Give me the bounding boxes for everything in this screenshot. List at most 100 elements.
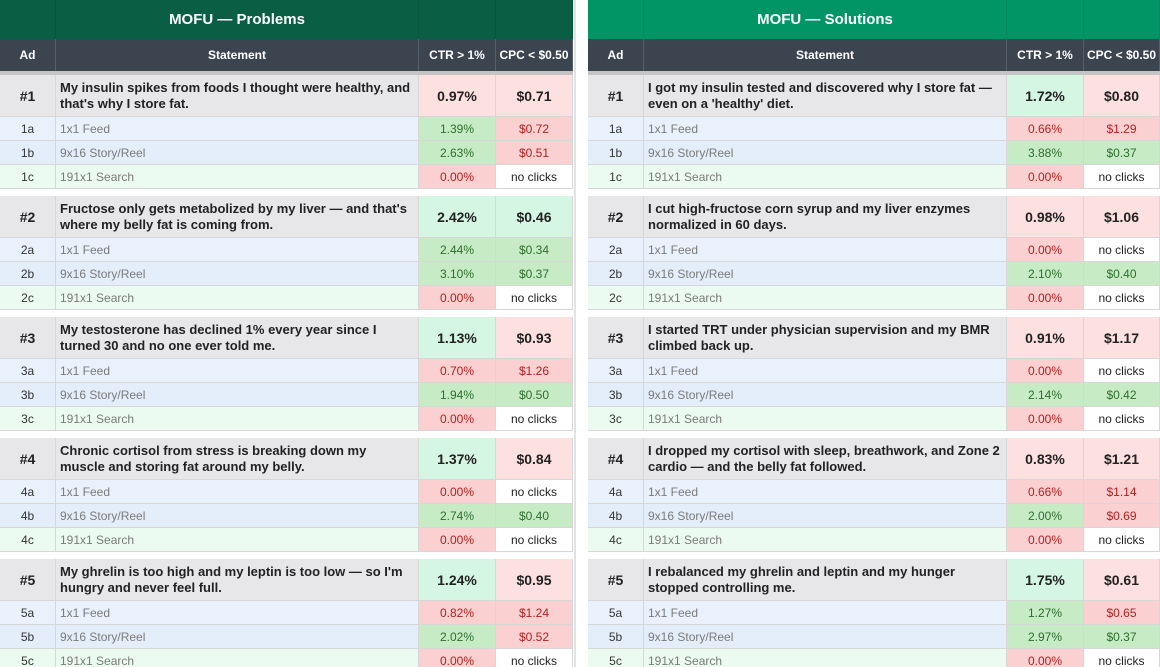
- statement-text: I cut high-fructose corn syrup and my li…: [644, 196, 1007, 238]
- variant-id: 5a: [0, 601, 56, 625]
- column-header-row: Ad Statement CTR > 1% CPC < $0.50: [0, 39, 573, 71]
- variant-row[interactable]: 5a 1x1 Feed 1.27% $0.65: [588, 601, 1160, 625]
- column-header-ad[interactable]: Ad: [0, 39, 56, 71]
- variant-row[interactable]: 3a 1x1 Feed 0.00% no clicks: [588, 359, 1160, 383]
- statement-row[interactable]: #1 I got my insulin tested and discovered…: [588, 75, 1160, 117]
- variant-id: 1a: [0, 117, 56, 141]
- ctr-value: 2.97%: [1007, 625, 1084, 649]
- statement-text: I started TRT under physician supervisio…: [644, 317, 1007, 359]
- variant-row[interactable]: 4b 9x16 Story/Reel 2.00% $0.69: [588, 504, 1160, 528]
- variant-row[interactable]: 3b 9x16 Story/Reel 1.94% $0.50: [0, 383, 573, 407]
- statement-row[interactable]: #4 Chronic cortisol from stress is breaki…: [0, 438, 573, 480]
- cpc-value: $0.65: [1084, 601, 1160, 625]
- variant-row[interactable]: 1c 191x1 Search 0.00% no clicks: [588, 165, 1160, 189]
- variant-row[interactable]: 1b 9x16 Story/Reel 2.63% $0.51: [0, 141, 573, 165]
- variant-format: 9x16 Story/Reel: [56, 625, 419, 649]
- ctr-value: 2.44%: [419, 238, 496, 262]
- column-header-ctr[interactable]: CTR > 1%: [1007, 39, 1084, 71]
- statement-text: Chronic cortisol from stress is breaking…: [56, 438, 419, 480]
- statement-row[interactable]: #5 I rebalanced my ghrelin and leptin and…: [588, 559, 1160, 601]
- statement-row[interactable]: #2 Fructose only gets metabolized by my l…: [0, 196, 573, 238]
- ctr-value: 0.00%: [1007, 649, 1084, 667]
- variant-row[interactable]: 2c 191x1 Search 0.00% no clicks: [588, 286, 1160, 310]
- statement-row[interactable]: #2 I cut high-fructose corn syrup and my …: [588, 196, 1160, 238]
- statement-text: My testosterone has declined 1% every ye…: [56, 317, 419, 359]
- variant-format: 1x1 Feed: [644, 238, 1007, 262]
- ctr-value: 0.00%: [1007, 165, 1084, 189]
- variant-row[interactable]: 4a 1x1 Feed 0.66% $1.14: [588, 480, 1160, 504]
- ctr-value: 0.00%: [419, 649, 496, 667]
- variant-format: 9x16 Story/Reel: [56, 141, 419, 165]
- variant-row[interactable]: 3a 1x1 Feed 0.70% $1.26: [0, 359, 573, 383]
- variant-id: 4b: [588, 504, 644, 528]
- cpc-value: $0.84: [496, 438, 573, 480]
- statement-row[interactable]: #3 My testosterone has declined 1% every …: [0, 317, 573, 359]
- variant-row[interactable]: 3c 191x1 Search 0.00% no clicks: [588, 407, 1160, 431]
- column-header-ad[interactable]: Ad: [588, 39, 644, 71]
- variant-row[interactable]: 1b 9x16 Story/Reel 3.88% $0.37: [588, 141, 1160, 165]
- cpc-value: $0.42: [1084, 383, 1160, 407]
- variant-row[interactable]: 5c 191x1 Search 0.00% no clicks: [588, 649, 1160, 667]
- cpc-value: $0.37: [1084, 141, 1160, 165]
- variant-row[interactable]: 4c 191x1 Search 0.00% no clicks: [0, 528, 573, 552]
- statement-row[interactable]: #3 I started TRT under physician supervis…: [588, 317, 1160, 359]
- ctr-value: 2.02%: [419, 625, 496, 649]
- ad-id: #3: [0, 317, 56, 359]
- ctr-value: 1.24%: [419, 559, 496, 601]
- variant-format: 191x1 Search: [644, 407, 1007, 431]
- title-spacer-ad: [0, 0, 56, 39]
- ctr-value: 1.27%: [1007, 601, 1084, 625]
- variant-row[interactable]: 3c 191x1 Search 0.00% no clicks: [0, 407, 573, 431]
- column-header-cpc[interactable]: CPC < $0.50: [1084, 39, 1160, 71]
- problems-panel: MOFU — Problems Ad Statement CTR > 1% CPC < …: [0, 0, 574, 667]
- cpc-value: no clicks: [496, 528, 573, 552]
- column-header-ctr[interactable]: CTR > 1%: [419, 39, 496, 71]
- cpc-value: $1.14: [1084, 480, 1160, 504]
- variant-row[interactable]: 5a 1x1 Feed 0.82% $1.24: [0, 601, 573, 625]
- ad-id: #2: [0, 196, 56, 238]
- variant-row[interactable]: 2c 191x1 Search 0.00% no clicks: [0, 286, 573, 310]
- statement-row[interactable]: #5 My ghrelin is too high and my leptin i…: [0, 559, 573, 601]
- variant-format: 1x1 Feed: [644, 480, 1007, 504]
- variant-id: 1c: [0, 165, 56, 189]
- variant-id: 5b: [588, 625, 644, 649]
- variant-row[interactable]: 5c 191x1 Search 0.00% no clicks: [0, 649, 573, 667]
- ctr-value: 0.00%: [1007, 359, 1084, 383]
- cpc-value: $0.52: [496, 625, 573, 649]
- column-header-statement[interactable]: Statement: [644, 39, 1007, 71]
- variant-row[interactable]: 3b 9x16 Story/Reel 2.14% $0.42: [588, 383, 1160, 407]
- cpc-value: $1.29: [1084, 117, 1160, 141]
- variant-row[interactable]: 4b 9x16 Story/Reel 2.74% $0.40: [0, 504, 573, 528]
- variant-row[interactable]: 2a 1x1 Feed 2.44% $0.34: [0, 238, 573, 262]
- variant-row[interactable]: 1c 191x1 Search 0.00% no clicks: [0, 165, 573, 189]
- variant-format: 1x1 Feed: [644, 117, 1007, 141]
- cpc-value: $0.61: [1084, 559, 1160, 601]
- variant-id: 2b: [588, 262, 644, 286]
- statement-row[interactable]: #1 My insulin spikes from foods I thought…: [0, 75, 573, 117]
- cpc-value: no clicks: [1084, 238, 1160, 262]
- column-header-cpc[interactable]: CPC < $0.50: [496, 39, 573, 71]
- cpc-value: $1.06: [1084, 196, 1160, 238]
- variant-row[interactable]: 1a 1x1 Feed 0.66% $1.29: [588, 117, 1160, 141]
- variant-row[interactable]: 5b 9x16 Story/Reel 2.02% $0.52: [0, 625, 573, 649]
- variant-row[interactable]: 2a 1x1 Feed 0.00% no clicks: [588, 238, 1160, 262]
- statement-row[interactable]: #4 I dropped my cortisol with sleep, brea…: [588, 438, 1160, 480]
- column-header-statement[interactable]: Statement: [56, 39, 419, 71]
- ad-id: #4: [0, 438, 56, 480]
- variant-row[interactable]: 4a 1x1 Feed 0.00% no clicks: [0, 480, 573, 504]
- cpc-value: $1.21: [1084, 438, 1160, 480]
- variant-id: 4a: [588, 480, 644, 504]
- variant-row[interactable]: 4c 191x1 Search 0.00% no clicks: [588, 528, 1160, 552]
- ad-id: #4: [588, 438, 644, 480]
- variant-id: 1c: [588, 165, 644, 189]
- ad-id: #1: [0, 75, 56, 117]
- variant-row[interactable]: 2b 9x16 Story/Reel 3.10% $0.37: [0, 262, 573, 286]
- ad-id: #5: [588, 559, 644, 601]
- variant-format: 191x1 Search: [644, 286, 1007, 310]
- variant-row[interactable]: 2b 9x16 Story/Reel 2.10% $0.40: [588, 262, 1160, 286]
- cpc-value: no clicks: [1084, 286, 1160, 310]
- variant-row[interactable]: 1a 1x1 Feed 1.39% $0.72: [0, 117, 573, 141]
- ctr-value: 1.72%: [1007, 75, 1084, 117]
- variant-id: 2a: [0, 238, 56, 262]
- variant-row[interactable]: 5b 9x16 Story/Reel 2.97% $0.37: [588, 625, 1160, 649]
